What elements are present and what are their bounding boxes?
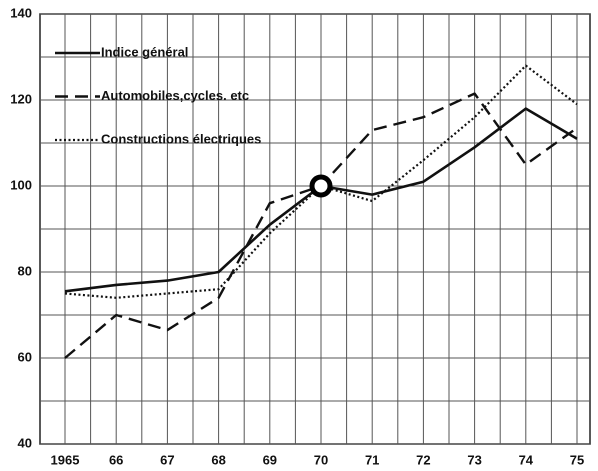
x-tick-label: 74 [519, 452, 534, 467]
legend-label: Automobiles,cycles. etc [101, 88, 249, 103]
y-tick-label: 80 [18, 263, 32, 278]
legend-label: Constructions électriques [101, 131, 261, 146]
x-tick-label: 69 [263, 452, 277, 467]
y-tick-label: 140 [10, 5, 32, 20]
x-tick-label: 66 [109, 452, 123, 467]
legend-label: Indice général [101, 44, 188, 59]
y-tick-label: 60 [18, 349, 32, 364]
x-tick-label: 67 [160, 452, 174, 467]
x-tick-label: 73 [467, 452, 481, 467]
base-point [309, 174, 333, 198]
x-tick-label: 72 [416, 452, 430, 467]
y-tick-label: 100 [10, 177, 32, 192]
x-tick-label: 70 [314, 452, 328, 467]
series-line [64, 64, 578, 299]
x-tick-label: 75 [570, 452, 584, 467]
x-tick-label: 1965 [51, 452, 80, 467]
x-tick-label: 71 [365, 452, 379, 467]
y-tick-label: 120 [10, 91, 32, 106]
x-tick-label: 68 [211, 452, 225, 467]
y-tick-label: 40 [18, 435, 32, 450]
